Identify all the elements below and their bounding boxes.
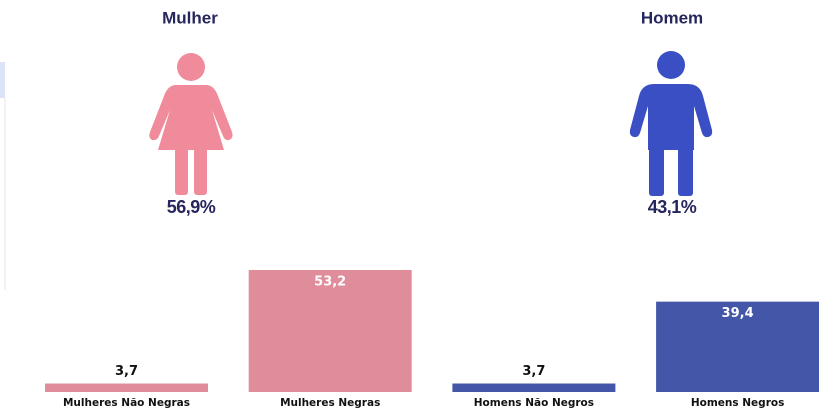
category-label: Homens Não Negros xyxy=(474,397,594,409)
bar xyxy=(452,383,616,392)
value-label: 3,7 xyxy=(522,364,545,379)
male-percent: 43,1% xyxy=(648,197,697,217)
value-label: 3,7 xyxy=(115,364,138,379)
bar xyxy=(656,301,819,392)
bar xyxy=(45,383,208,392)
bar xyxy=(248,270,412,392)
female-icon xyxy=(149,53,233,195)
edge-strip xyxy=(0,62,5,98)
category-label: Homens Negros xyxy=(691,397,785,409)
male-title: Homem xyxy=(641,8,703,27)
male-icon xyxy=(629,51,713,196)
category-label: Mulheres Não Negras xyxy=(63,397,190,409)
value-label: 53,2 xyxy=(314,275,346,290)
value-label: 39,4 xyxy=(722,306,754,321)
category-label: Mulheres Negras xyxy=(280,397,380,409)
female-percent: 56,9% xyxy=(167,197,216,217)
female-title: Mulher xyxy=(162,8,218,27)
